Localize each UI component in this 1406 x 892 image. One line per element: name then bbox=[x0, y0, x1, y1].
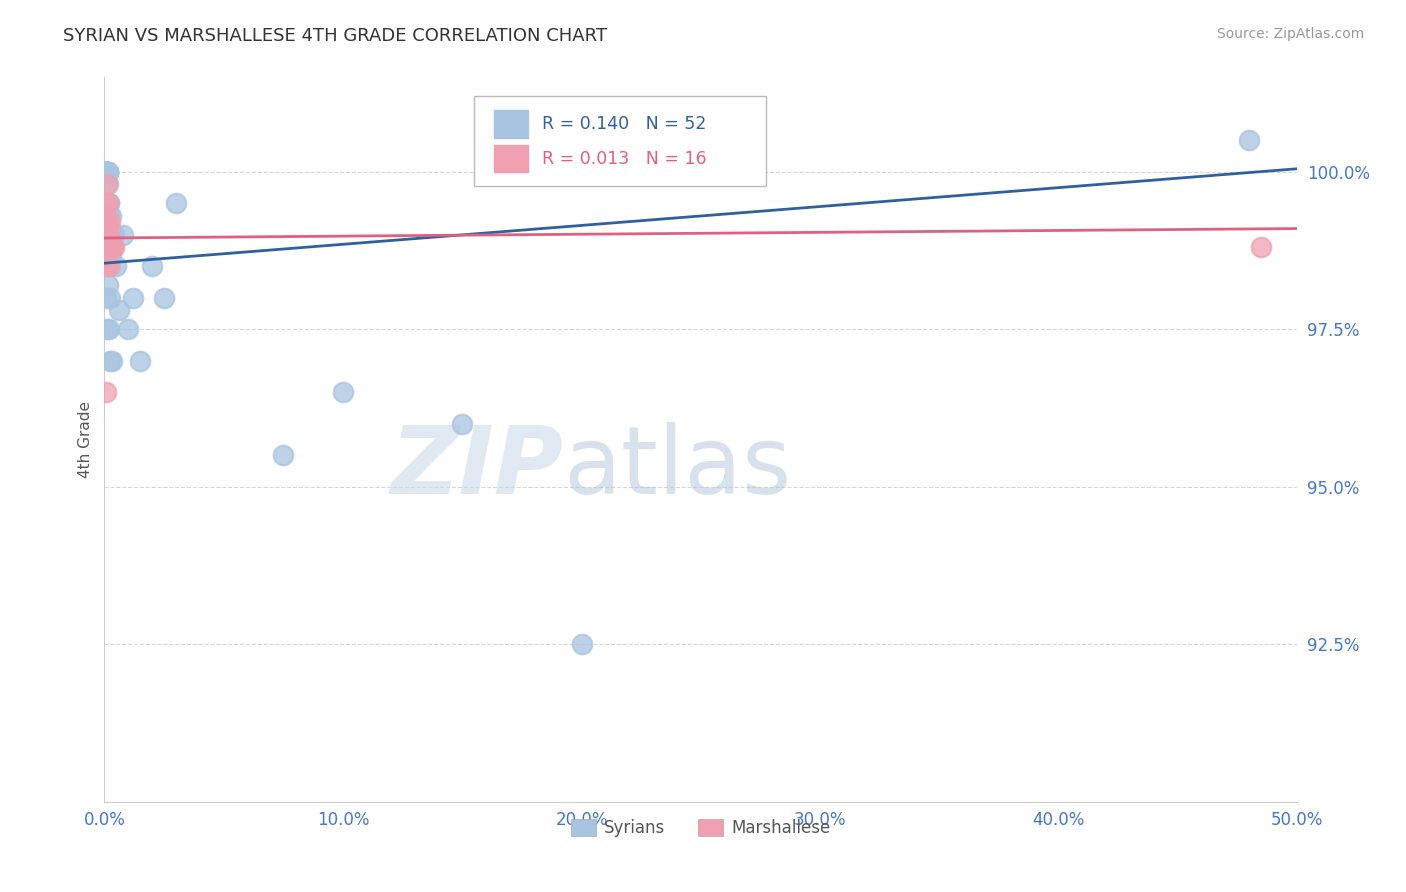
Point bbox=[98, 196, 121, 211]
Point bbox=[129, 353, 152, 368]
Point bbox=[1250, 240, 1272, 254]
Point bbox=[98, 240, 121, 254]
Point bbox=[98, 260, 121, 274]
Point bbox=[122, 291, 145, 305]
Point bbox=[271, 448, 294, 462]
Point bbox=[1239, 133, 1261, 147]
Bar bbox=[495, 110, 527, 137]
Point bbox=[97, 215, 120, 229]
Point bbox=[97, 165, 120, 179]
Point bbox=[98, 227, 121, 242]
Point bbox=[165, 196, 187, 211]
Text: Source: ZipAtlas.com: Source: ZipAtlas.com bbox=[1216, 27, 1364, 41]
Point bbox=[96, 165, 118, 179]
Point bbox=[96, 165, 118, 179]
Point bbox=[97, 196, 120, 211]
Point bbox=[94, 385, 117, 400]
Point bbox=[101, 240, 124, 254]
Point bbox=[112, 227, 135, 242]
Point bbox=[96, 322, 118, 336]
Point bbox=[100, 227, 122, 242]
Point bbox=[153, 291, 176, 305]
Text: ZIP: ZIP bbox=[391, 423, 564, 515]
Point bbox=[97, 165, 120, 179]
Point bbox=[98, 353, 121, 368]
Point bbox=[97, 196, 120, 211]
Point bbox=[98, 227, 121, 242]
Point bbox=[141, 260, 163, 274]
Point bbox=[94, 209, 117, 223]
Point bbox=[98, 221, 121, 235]
Point bbox=[97, 215, 120, 229]
Point bbox=[96, 165, 118, 179]
Point bbox=[98, 215, 121, 229]
Point bbox=[97, 165, 120, 179]
Point bbox=[332, 385, 354, 400]
Point bbox=[97, 227, 120, 242]
Point bbox=[103, 227, 125, 242]
Point bbox=[96, 196, 118, 211]
Point bbox=[97, 165, 120, 179]
Point bbox=[451, 417, 474, 431]
Point bbox=[94, 227, 117, 242]
Point bbox=[100, 209, 122, 223]
Point bbox=[117, 322, 139, 336]
Point bbox=[103, 240, 125, 254]
Point bbox=[571, 637, 593, 651]
Point bbox=[94, 260, 117, 274]
Point bbox=[97, 260, 120, 274]
Text: atlas: atlas bbox=[564, 423, 792, 515]
FancyBboxPatch shape bbox=[474, 95, 766, 186]
Point bbox=[96, 260, 118, 274]
Point bbox=[96, 215, 118, 229]
Point bbox=[98, 227, 121, 242]
Point bbox=[96, 178, 118, 192]
Y-axis label: 4th Grade: 4th Grade bbox=[79, 401, 93, 478]
Point bbox=[94, 291, 117, 305]
Text: SYRIAN VS MARSHALLESE 4TH GRADE CORRELATION CHART: SYRIAN VS MARSHALLESE 4TH GRADE CORRELAT… bbox=[63, 27, 607, 45]
Point bbox=[100, 246, 122, 260]
Point bbox=[105, 260, 128, 274]
Point bbox=[96, 165, 118, 179]
Text: R = 0.013   N = 16: R = 0.013 N = 16 bbox=[543, 150, 707, 168]
Bar bbox=[495, 145, 527, 172]
Point bbox=[94, 165, 117, 179]
Point bbox=[100, 353, 122, 368]
Point bbox=[97, 209, 120, 223]
Point bbox=[100, 227, 122, 242]
Point bbox=[96, 196, 118, 211]
Point bbox=[97, 227, 120, 242]
Point bbox=[100, 240, 122, 254]
Text: R = 0.140   N = 52: R = 0.140 N = 52 bbox=[543, 115, 707, 133]
Point bbox=[96, 165, 118, 179]
Point bbox=[97, 196, 120, 211]
Point bbox=[98, 240, 121, 254]
Point bbox=[97, 278, 120, 293]
Point bbox=[97, 322, 120, 336]
Legend: Syrians, Marshallese: Syrians, Marshallese bbox=[564, 813, 838, 844]
Point bbox=[98, 291, 121, 305]
Point bbox=[97, 178, 120, 192]
Point bbox=[107, 303, 129, 318]
